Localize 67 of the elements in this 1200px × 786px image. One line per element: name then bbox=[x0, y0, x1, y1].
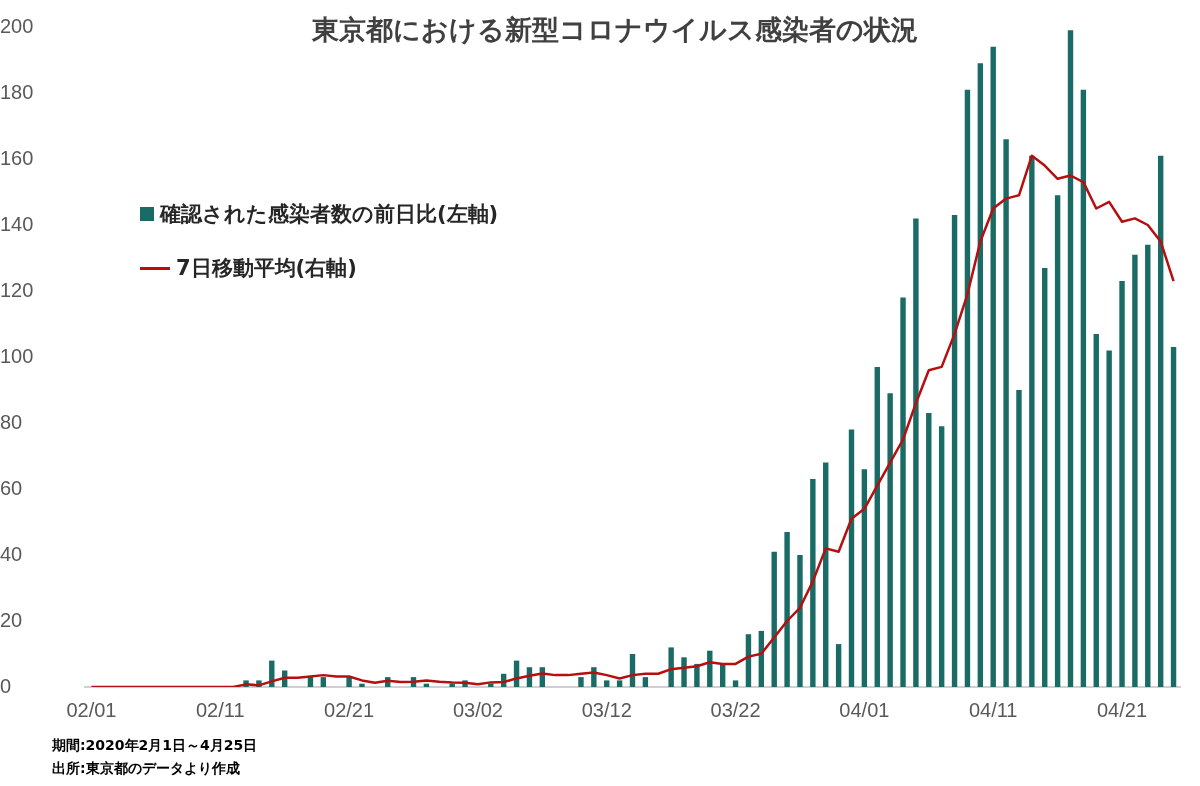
x-tick-label: 03/12 bbox=[581, 698, 632, 721]
y-tick-label: 0 bbox=[0, 674, 12, 697]
bar bbox=[1157, 155, 1164, 687]
bar bbox=[578, 677, 584, 687]
y-tick-label: 180 bbox=[0, 80, 34, 103]
x-tick-label: 04/21 bbox=[1097, 698, 1148, 721]
bar bbox=[874, 366, 880, 687]
bar bbox=[320, 677, 327, 687]
bar bbox=[346, 677, 352, 687]
text: 出所:東京都のデータより作成 bbox=[52, 759, 241, 778]
bar bbox=[938, 426, 945, 687]
bar bbox=[784, 531, 790, 687]
bar bbox=[835, 644, 842, 687]
legend-label: 7日移動平均(右軸) bbox=[176, 255, 357, 282]
x-tick-label: 02/11 bbox=[195, 698, 245, 721]
bar bbox=[900, 297, 906, 687]
bar bbox=[951, 215, 958, 687]
bar bbox=[848, 429, 855, 687]
legend-label: 確認された感染者数の前日比(左軸) bbox=[160, 201, 499, 228]
y-tick-label: 200 bbox=[0, 14, 34, 37]
bar bbox=[964, 89, 971, 687]
bar bbox=[1054, 195, 1061, 687]
y-tick-label: 20 bbox=[0, 608, 23, 631]
bar bbox=[732, 680, 739, 687]
bar bbox=[1106, 350, 1112, 687]
bar bbox=[797, 555, 803, 687]
bar bbox=[926, 413, 932, 687]
bar bbox=[1093, 333, 1099, 687]
bar bbox=[616, 680, 623, 687]
y-tick-label: 100 bbox=[0, 344, 34, 367]
bar bbox=[977, 63, 984, 687]
x-tick-label: 04/11 bbox=[968, 698, 1018, 721]
bar bbox=[861, 469, 868, 687]
bar bbox=[887, 393, 893, 687]
x-tick-label: 02/21 bbox=[324, 698, 375, 721]
y-tick-label: 140 bbox=[0, 212, 34, 235]
bar bbox=[359, 683, 365, 687]
y-tick-label: 80 bbox=[0, 410, 23, 433]
bar bbox=[1003, 139, 1009, 687]
y-tick-label: 120 bbox=[0, 278, 34, 301]
bar bbox=[1067, 30, 1074, 687]
bar bbox=[1145, 244, 1151, 687]
x-tick-label: 04/01 bbox=[839, 698, 890, 721]
bar bbox=[604, 680, 610, 687]
bar bbox=[668, 647, 674, 687]
bar bbox=[990, 46, 996, 687]
bar bbox=[1016, 390, 1022, 687]
bar bbox=[913, 218, 919, 687]
bar bbox=[1080, 89, 1087, 687]
bar bbox=[1029, 155, 1035, 687]
y-tick-label: 60 bbox=[0, 476, 23, 499]
x-tick-label: 02/01 bbox=[66, 698, 117, 721]
bar bbox=[1042, 267, 1048, 687]
bar bbox=[823, 462, 829, 687]
bar bbox=[1170, 347, 1177, 687]
bar bbox=[681, 657, 687, 687]
bar bbox=[1119, 281, 1125, 687]
x-tick-label: 03/22 bbox=[710, 698, 761, 721]
bar bbox=[1132, 254, 1138, 687]
chart-title: 東京都における新型コロナウイルス感染者の状況 bbox=[312, 14, 918, 45]
y-tick-label: 160 bbox=[0, 146, 34, 169]
bar bbox=[449, 683, 455, 687]
x-tick-label: 03/02 bbox=[452, 698, 503, 721]
bar bbox=[642, 677, 649, 687]
y-tick-label: 40 bbox=[0, 542, 23, 565]
bar bbox=[810, 479, 816, 687]
text: 期間:2020年2月1日～4月25日 bbox=[52, 736, 258, 755]
